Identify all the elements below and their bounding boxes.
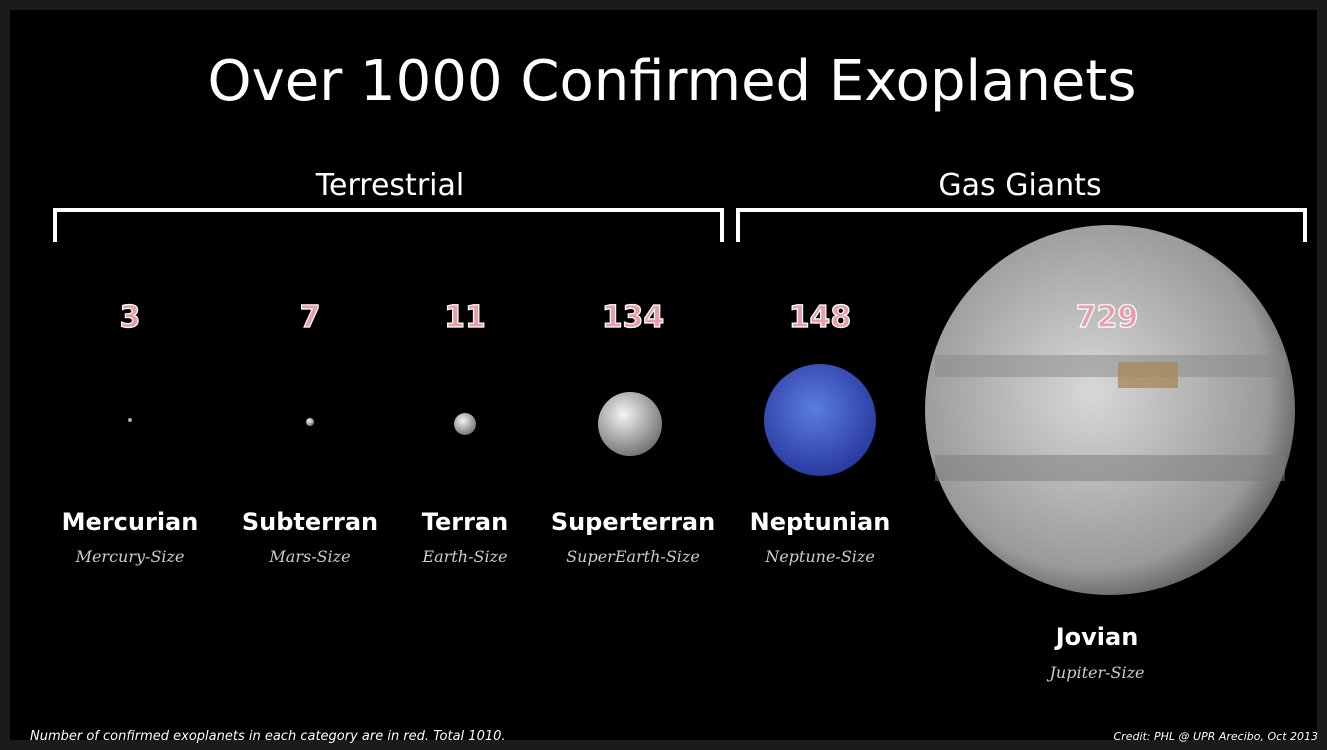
planet-size: Earth-Size	[422, 547, 508, 566]
planet-count: 134	[602, 300, 665, 335]
planet-size: Mars-Size	[268, 547, 350, 566]
planet-count: 729	[1076, 300, 1139, 335]
group-label: Gas Giants	[938, 168, 1101, 203]
planet-neptunian	[764, 364, 876, 476]
planet-count: 7	[300, 300, 321, 335]
planet-count: 3	[120, 300, 141, 335]
group-label: Terrestrial	[315, 168, 464, 203]
planet-terran	[454, 413, 476, 435]
planet-size: Mercury-Size	[75, 547, 185, 566]
band	[935, 455, 1285, 481]
footnote: Number of confirmed exoplanets in each c…	[30, 729, 506, 744]
planet-count: 148	[789, 300, 852, 335]
credit: Credit: PHL @ UPR Arecibo, Oct 2013	[1113, 730, 1318, 743]
band	[935, 355, 1285, 377]
planet-name: Superterran	[551, 508, 715, 536]
page: Over 1000 Confirmed Exoplanets Terrestri…	[0, 0, 1327, 750]
planet-name: Neptunian	[750, 508, 891, 536]
title: Over 1000 Confirmed Exoplanets	[208, 49, 1137, 114]
planet-superterran	[598, 392, 662, 456]
spot	[1118, 362, 1178, 388]
infographic: Over 1000 Confirmed Exoplanets Terrestri…	[0, 0, 1327, 750]
planet-name: Subterran	[242, 508, 378, 536]
planet-subterran	[306, 418, 314, 426]
planet-count: 11	[444, 300, 486, 335]
planet-size: SuperEarth-Size	[566, 547, 700, 566]
planet-mercurian	[128, 418, 132, 422]
planet-size: Jupiter-Size	[1046, 663, 1144, 682]
planet-name: Jovian	[1054, 623, 1139, 651]
planet-name: Mercurian	[62, 508, 199, 536]
planet-size: Neptune-Size	[764, 547, 875, 566]
planet-name: Terran	[422, 508, 508, 536]
planet-jovian	[925, 225, 1295, 595]
